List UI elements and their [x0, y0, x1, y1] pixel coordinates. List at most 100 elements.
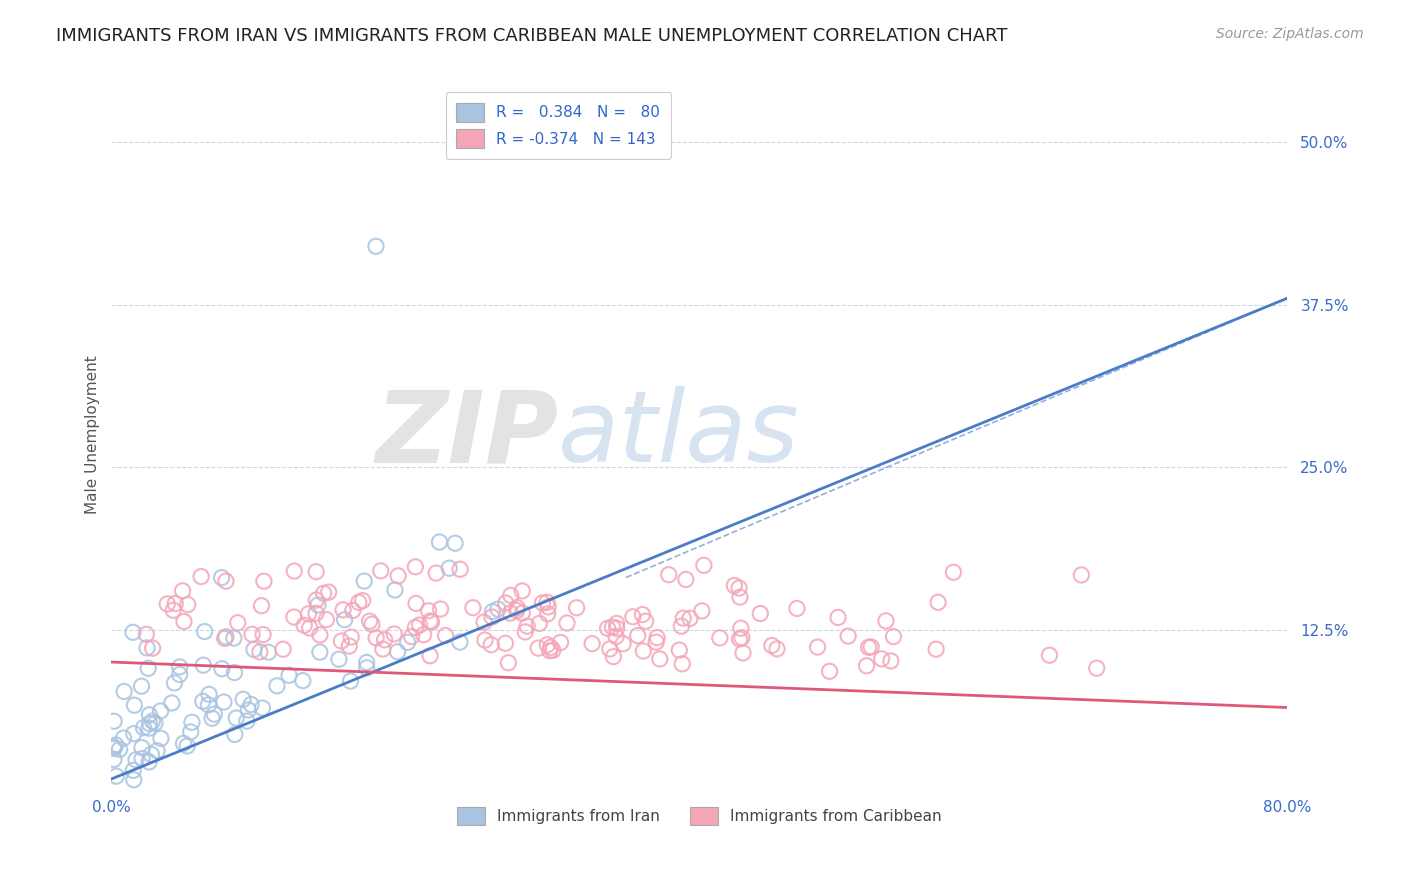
- Point: [136, 661, 159, 675]
- Point: [434, 628, 457, 642]
- Point: [648, 652, 671, 666]
- Point: [510, 583, 533, 598]
- Point: [330, 634, 353, 648]
- Point: [305, 593, 328, 607]
- Point: [224, 665, 246, 680]
- Point: [675, 573, 697, 587]
- Point: [236, 714, 259, 728]
- Point: [193, 658, 215, 673]
- Point: [498, 656, 520, 670]
- Point: [370, 564, 392, 578]
- Point: [481, 605, 503, 619]
- Point: [332, 603, 354, 617]
- Point: [173, 736, 195, 750]
- Point: [215, 630, 238, 644]
- Point: [211, 571, 233, 585]
- Point: [169, 667, 191, 681]
- Point: [122, 726, 145, 740]
- Point: [257, 645, 280, 659]
- Point: [786, 601, 808, 615]
- Point: [197, 698, 219, 712]
- Point: [122, 625, 145, 640]
- Point: [138, 755, 160, 769]
- Point: [612, 637, 634, 651]
- Point: [749, 607, 772, 621]
- Point: [679, 611, 702, 625]
- Point: [240, 698, 263, 712]
- Point: [240, 627, 263, 641]
- Point: [359, 614, 381, 628]
- Point: [103, 739, 125, 754]
- Point: [537, 599, 560, 614]
- Point: [602, 620, 624, 634]
- Point: [122, 772, 145, 787]
- Point: [672, 611, 695, 625]
- Point: [693, 558, 716, 573]
- Point: [880, 654, 903, 668]
- Point: [342, 603, 364, 617]
- Point: [565, 600, 588, 615]
- Point: [875, 614, 897, 628]
- Point: [315, 613, 337, 627]
- Point: [506, 603, 529, 617]
- Point: [214, 632, 236, 646]
- Point: [305, 607, 328, 621]
- Point: [339, 674, 361, 689]
- Point: [149, 731, 172, 746]
- Point: [384, 582, 406, 597]
- Point: [401, 630, 423, 644]
- Point: [550, 635, 572, 649]
- Point: [291, 673, 314, 688]
- Point: [1070, 568, 1092, 582]
- Point: [387, 645, 409, 659]
- Point: [728, 590, 751, 604]
- Point: [602, 649, 624, 664]
- Point: [766, 641, 789, 656]
- Point: [181, 715, 204, 730]
- Text: ZIP: ZIP: [375, 386, 558, 483]
- Point: [506, 600, 529, 615]
- Point: [252, 627, 274, 641]
- Point: [122, 764, 145, 778]
- Point: [190, 569, 212, 583]
- Point: [146, 744, 169, 758]
- Point: [942, 566, 965, 580]
- Point: [356, 661, 378, 675]
- Point: [858, 640, 880, 655]
- Point: [709, 631, 731, 645]
- Point: [162, 603, 184, 617]
- Point: [429, 535, 451, 549]
- Point: [581, 637, 603, 651]
- Point: [516, 619, 538, 633]
- Point: [515, 624, 537, 639]
- Point: [658, 567, 681, 582]
- Point: [172, 583, 194, 598]
- Point: [165, 597, 187, 611]
- Point: [103, 714, 125, 729]
- Point: [278, 668, 301, 682]
- Point: [141, 714, 163, 728]
- Point: [202, 707, 225, 722]
- Point: [668, 643, 690, 657]
- Point: [420, 615, 443, 629]
- Point: [1038, 648, 1060, 663]
- Point: [138, 707, 160, 722]
- Point: [479, 638, 502, 652]
- Point: [108, 742, 131, 756]
- Point: [160, 696, 183, 710]
- Point: [419, 648, 441, 663]
- Point: [633, 644, 655, 658]
- Point: [495, 596, 517, 610]
- Point: [536, 595, 558, 609]
- Point: [527, 641, 550, 656]
- Text: atlas: atlas: [558, 386, 800, 483]
- Point: [529, 616, 551, 631]
- Point: [226, 615, 249, 630]
- Point: [499, 606, 522, 620]
- Point: [136, 640, 159, 655]
- Point: [173, 615, 195, 629]
- Point: [366, 631, 388, 645]
- Point: [253, 574, 276, 589]
- Point: [266, 679, 288, 693]
- Point: [347, 595, 370, 609]
